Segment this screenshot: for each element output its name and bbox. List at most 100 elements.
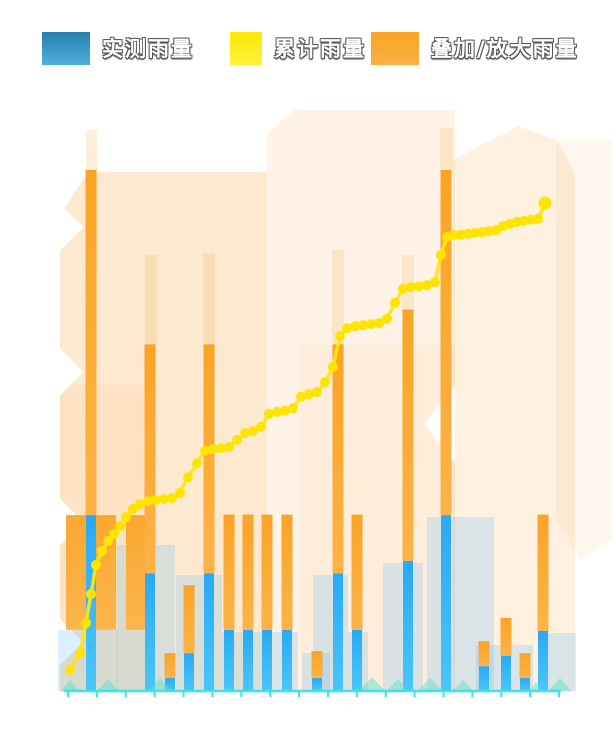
cumulative-point xyxy=(151,495,161,506)
cumulative-point xyxy=(406,282,416,293)
cumulative-point xyxy=(208,444,218,455)
cumulative-point xyxy=(167,492,177,503)
amplified-glow-shape xyxy=(203,253,215,346)
cumulative-point xyxy=(200,445,210,456)
cumulative-point xyxy=(192,458,202,469)
cumulative-point xyxy=(382,313,392,324)
amplified-swatch-icon xyxy=(371,31,419,65)
measured-bar xyxy=(243,629,253,691)
measured-bar xyxy=(479,666,489,691)
axis-triangle xyxy=(453,680,473,691)
measured-bar xyxy=(204,573,214,691)
cumulative-point xyxy=(248,426,258,437)
amplified-glow-shape xyxy=(440,128,453,172)
glow-notch xyxy=(32,201,84,253)
amplified-glow-shape xyxy=(145,255,157,346)
cumulative-point xyxy=(312,387,322,398)
cumulative-point xyxy=(272,406,282,417)
cumulative-point xyxy=(533,213,543,224)
cumulative-point xyxy=(390,297,400,308)
amplified-glow-shape xyxy=(332,250,344,346)
axis-triangle xyxy=(387,679,409,691)
amplified-bar xyxy=(261,514,273,630)
amplified-glow-shape xyxy=(556,140,612,560)
cumulative-point xyxy=(109,528,119,539)
cumulative-point xyxy=(335,331,345,342)
measured-bar xyxy=(262,629,272,691)
measured-bar xyxy=(441,515,451,691)
cumulative-point xyxy=(240,428,250,439)
legend-label-cumulative: 累计雨量 xyxy=(274,37,366,61)
cumulative-point xyxy=(430,277,440,288)
measured-bar xyxy=(145,573,155,691)
amplified-bar xyxy=(281,514,293,630)
amplified-bar xyxy=(311,651,323,679)
axis-triangle xyxy=(528,682,544,691)
cumulative-point xyxy=(183,472,193,483)
cumulative-point xyxy=(538,196,552,210)
amplified-bar xyxy=(203,344,215,574)
cumulative-point xyxy=(342,323,352,334)
cumulative-point xyxy=(264,408,274,419)
measured-bar xyxy=(184,653,194,691)
amplified-bar xyxy=(144,344,156,574)
amplified-bar xyxy=(440,169,452,516)
amplified-glow-shape xyxy=(86,130,97,172)
axis-triangle xyxy=(417,678,443,691)
legend-item-measured[interactable]: 实测雨量 xyxy=(42,31,194,65)
amplified-bar-wide xyxy=(66,515,86,630)
legend: 实测雨量 累计雨量 叠加/放大雨量 xyxy=(0,26,615,70)
cumulative-point xyxy=(280,405,290,416)
cumulative-point xyxy=(115,520,125,531)
amplified-bar xyxy=(402,309,414,561)
measured-swatch-icon xyxy=(42,31,90,65)
axis-triangle xyxy=(548,678,572,691)
cumulative-point xyxy=(328,362,338,373)
amplified-bar xyxy=(500,617,512,656)
cumulative-point xyxy=(86,588,96,599)
axis-triangle xyxy=(147,678,173,691)
cumulative-point xyxy=(449,229,459,240)
cumulative-point xyxy=(91,559,101,570)
cumulative-point xyxy=(103,536,113,547)
axis-triangle xyxy=(359,677,385,691)
cumulative-point xyxy=(159,494,169,505)
cumulative-point xyxy=(288,403,298,414)
amplified-bar xyxy=(242,514,254,630)
cumulative-point xyxy=(75,648,85,659)
cumulative-point xyxy=(350,321,360,332)
amplified-bar xyxy=(478,641,490,667)
cumulative-point xyxy=(304,389,314,400)
measured-bar xyxy=(520,678,530,691)
amplified-bar-wide xyxy=(126,515,146,630)
cumulative-point xyxy=(422,280,432,291)
measured-bar xyxy=(312,678,322,691)
cumulative-point xyxy=(224,442,234,453)
cumulative-point xyxy=(256,421,266,432)
cumulative-point xyxy=(232,434,242,445)
legend-item-amplified[interactable]: 叠加/放大雨量 xyxy=(371,31,579,65)
cumulative-point xyxy=(175,487,185,498)
measured-bar xyxy=(403,560,413,691)
amplified-bar xyxy=(351,514,363,630)
cumulative-point xyxy=(65,664,75,675)
measured-bar xyxy=(538,630,548,691)
legend-label-measured: 实测雨量 xyxy=(102,37,194,61)
cumulative-point xyxy=(398,283,408,294)
measured-halo-column xyxy=(176,575,222,691)
cumulative-point xyxy=(135,499,145,510)
amplified-bar xyxy=(223,514,235,630)
cumulative-point xyxy=(216,443,226,454)
measured-bar xyxy=(501,655,511,691)
measured-bar xyxy=(282,629,292,691)
legend-item-cumulative[interactable]: 累计雨量 xyxy=(230,31,366,65)
amplified-bar xyxy=(85,169,97,516)
measured-bar xyxy=(165,678,175,691)
axis-triangle xyxy=(97,679,119,691)
cumulative-point xyxy=(414,281,424,292)
cumulative-point xyxy=(436,250,446,261)
cumulative-swatch-icon xyxy=(230,31,262,65)
cumulative-point xyxy=(97,545,107,556)
